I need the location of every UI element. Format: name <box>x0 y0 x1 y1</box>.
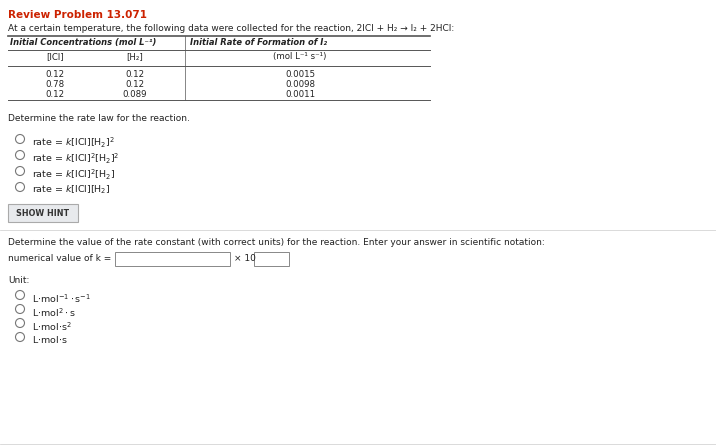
Circle shape <box>16 305 24 314</box>
Text: rate = $k$[ICl]$^2$[H$_2$]$^2$: rate = $k$[ICl]$^2$[H$_2$]$^2$ <box>32 152 120 166</box>
Text: 0.0015: 0.0015 <box>285 70 315 79</box>
Circle shape <box>16 134 24 143</box>
Circle shape <box>16 319 24 327</box>
Text: Determine the rate law for the reaction.: Determine the rate law for the reaction. <box>8 114 190 123</box>
Text: numerical value of k =: numerical value of k = <box>8 254 111 263</box>
Circle shape <box>16 290 24 300</box>
FancyBboxPatch shape <box>8 204 78 222</box>
Circle shape <box>16 182 24 191</box>
FancyBboxPatch shape <box>254 252 289 266</box>
Text: rate = $k$[ICl]$^2$[H$_2$]: rate = $k$[ICl]$^2$[H$_2$] <box>32 168 115 182</box>
Text: L$\cdot$mol$^{2}\cdot$s: L$\cdot$mol$^{2}\cdot$s <box>32 306 76 319</box>
FancyBboxPatch shape <box>115 252 230 266</box>
Text: 0.0098: 0.0098 <box>285 80 315 89</box>
Text: L$\cdot$mol$^{-1}\cdot$s$^{-1}$: L$\cdot$mol$^{-1}\cdot$s$^{-1}$ <box>32 292 91 305</box>
Text: At a certain temperature, the following data were collected for the reaction, 2I: At a certain temperature, the following … <box>8 24 454 33</box>
Text: Initial Rate of Formation of I₂: Initial Rate of Formation of I₂ <box>190 38 327 47</box>
Text: [ICl]: [ICl] <box>47 52 64 61</box>
Text: rate = $k$[ICl][H$_2$]$^2$: rate = $k$[ICl][H$_2$]$^2$ <box>32 136 115 150</box>
Text: L$\cdot$mol$\cdot$s$^{2}$: L$\cdot$mol$\cdot$s$^{2}$ <box>32 320 72 332</box>
Text: rate = $k$[ICl][H$_2$]: rate = $k$[ICl][H$_2$] <box>32 184 110 197</box>
Text: 0.089: 0.089 <box>122 90 147 99</box>
Text: L$\cdot$mol$\cdot$s: L$\cdot$mol$\cdot$s <box>32 334 67 345</box>
Circle shape <box>16 167 24 176</box>
Text: Review Problem 13.071: Review Problem 13.071 <box>8 10 147 20</box>
Text: 0.12: 0.12 <box>45 70 64 79</box>
Circle shape <box>16 332 24 341</box>
Text: [H₂]: [H₂] <box>127 52 143 61</box>
Text: 0.78: 0.78 <box>45 80 64 89</box>
Text: Determine the value of the rate constant (with correct units) for the reaction. : Determine the value of the rate constant… <box>8 238 545 247</box>
Text: × 10: × 10 <box>234 254 256 263</box>
Text: 0.12: 0.12 <box>125 80 145 89</box>
Text: (mol L⁻¹ s⁻¹): (mol L⁻¹ s⁻¹) <box>274 52 326 61</box>
Text: 0.0011: 0.0011 <box>285 90 315 99</box>
Text: 0.12: 0.12 <box>45 90 64 99</box>
Text: 0.12: 0.12 <box>125 70 145 79</box>
Text: Unit:: Unit: <box>8 276 29 285</box>
Text: Initial Concentrations (mol L⁻¹): Initial Concentrations (mol L⁻¹) <box>10 38 156 47</box>
Circle shape <box>16 151 24 159</box>
Text: SHOW HINT: SHOW HINT <box>16 208 69 217</box>
